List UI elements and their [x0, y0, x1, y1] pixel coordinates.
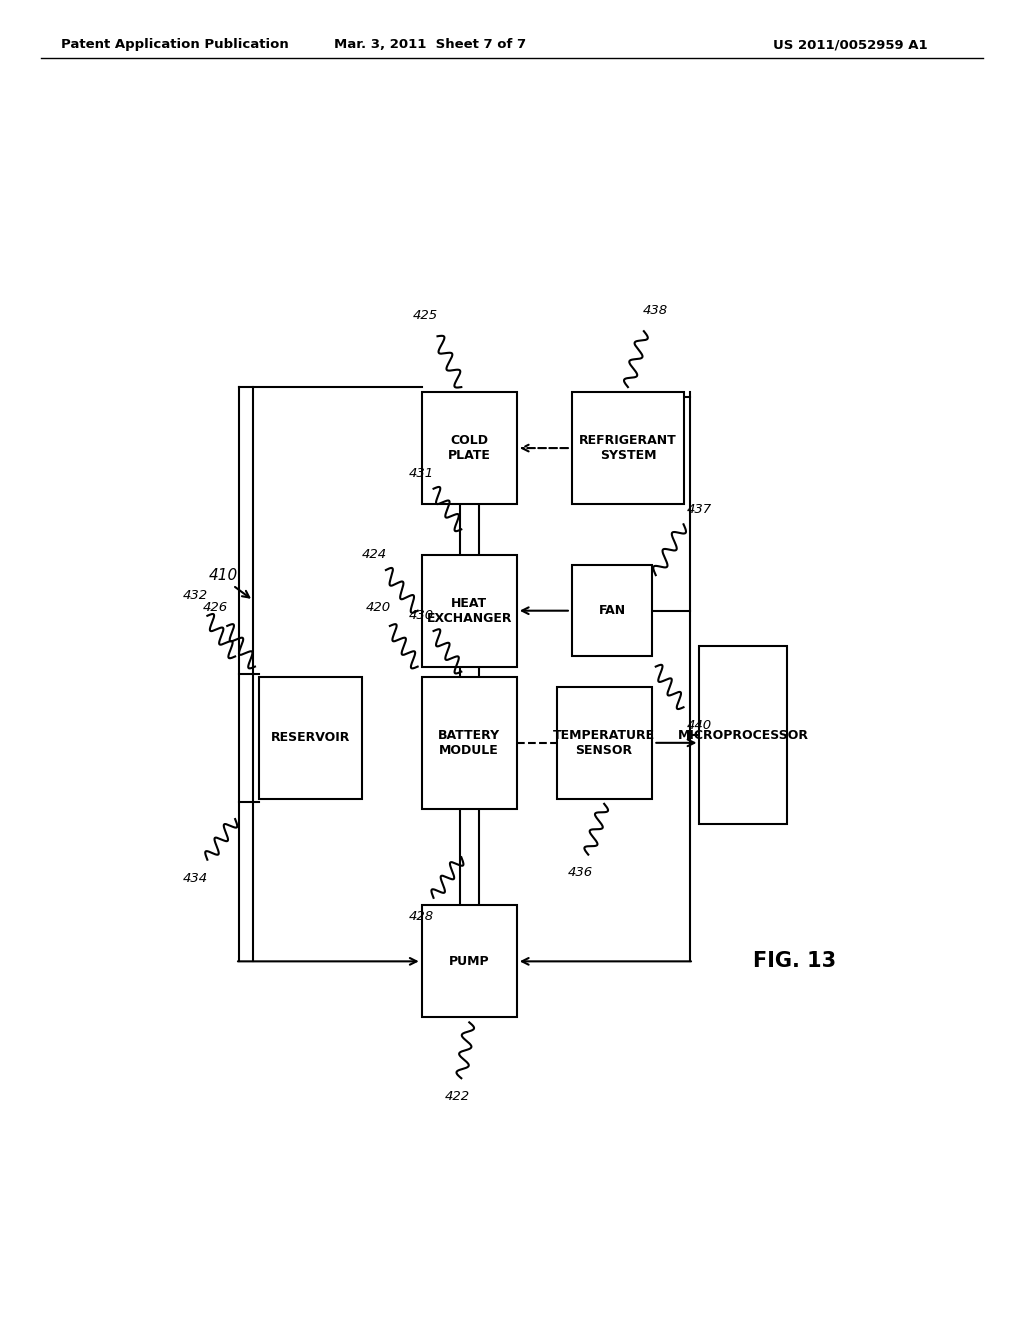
Text: Mar. 3, 2011  Sheet 7 of 7: Mar. 3, 2011 Sheet 7 of 7: [334, 38, 526, 51]
Text: PUMP: PUMP: [449, 954, 489, 968]
Text: 426: 426: [203, 601, 228, 614]
Bar: [422, 554, 517, 667]
Text: 432: 432: [183, 589, 208, 602]
Text: 428: 428: [409, 909, 434, 923]
Text: HEAT
EXCHANGER: HEAT EXCHANGER: [427, 597, 512, 624]
Text: RESERVOIR: RESERVOIR: [270, 731, 350, 744]
Text: 430: 430: [409, 610, 434, 622]
Text: 434: 434: [183, 871, 208, 884]
Text: TEMPERATURE
SENSOR: TEMPERATURE SENSOR: [553, 729, 655, 756]
Text: 420: 420: [366, 601, 390, 614]
Text: FAN: FAN: [599, 605, 626, 618]
Text: 424: 424: [361, 548, 387, 561]
Text: 422: 422: [444, 1090, 470, 1104]
Text: 440: 440: [687, 719, 712, 733]
Text: BATTERY
MODULE: BATTERY MODULE: [438, 729, 501, 756]
Text: FIG. 13: FIG. 13: [753, 952, 837, 972]
Bar: [572, 565, 652, 656]
Text: 410: 410: [209, 568, 238, 582]
Text: 437: 437: [687, 503, 712, 516]
Bar: [572, 392, 684, 504]
Bar: [422, 392, 517, 504]
Bar: [422, 677, 517, 809]
Bar: [259, 677, 362, 799]
Text: REFRIGERANT
SYSTEM: REFRIGERANT SYSTEM: [580, 434, 677, 462]
Text: MICROPROCESSOR: MICROPROCESSOR: [678, 729, 809, 742]
Text: 438: 438: [643, 305, 669, 317]
Bar: [699, 647, 786, 824]
Bar: [557, 686, 652, 799]
Text: COLD
PLATE: COLD PLATE: [447, 434, 490, 462]
Text: 425: 425: [413, 309, 438, 322]
Text: Patent Application Publication: Patent Application Publication: [61, 38, 289, 51]
Bar: [422, 906, 517, 1018]
Text: US 2011/0052959 A1: US 2011/0052959 A1: [772, 38, 928, 51]
Text: 436: 436: [567, 866, 593, 879]
Text: 431: 431: [409, 467, 434, 480]
